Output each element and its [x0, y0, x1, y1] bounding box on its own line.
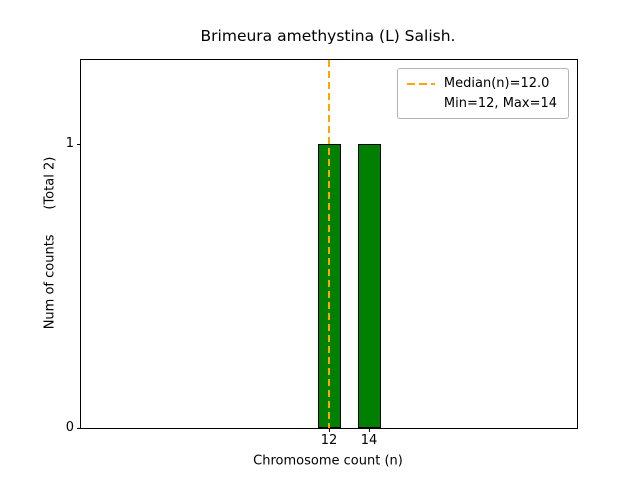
y-tick-1 — [77, 144, 81, 146]
median-line — [328, 60, 330, 428]
x-tick-label-14: 14 — [360, 433, 378, 448]
legend-row-median: Median(n)=12.0 — [406, 76, 557, 91]
legend-row-minmax: Min=12, Max=14 — [407, 96, 557, 111]
legend-label-median: Median(n)=12.0 — [443, 76, 550, 91]
median-dashed-line-sample — [406, 82, 435, 85]
x-axis-label: Chromosome count (n) — [253, 453, 403, 469]
legend-label-minmax: Min=12, Max=14 — [443, 96, 557, 111]
x-tick-12 — [329, 428, 330, 432]
y-tick-label-1: 1 — [65, 135, 74, 151]
legend: Median(n)=12.0 Min=12, Max=14 — [396, 68, 569, 119]
bar-14 — [357, 144, 381, 428]
plot-area: Median(n)=12.0 Min=12, Max=14 12 14 0 1 — [66, 59, 578, 448]
y-tick-label-0: 0 — [65, 419, 74, 435]
x-tick-label-12: 12 — [320, 433, 338, 448]
x-tick-14 — [369, 428, 370, 432]
y-axis-label: Num of counts (Total 2) — [42, 156, 58, 330]
legend-spacer — [407, 103, 435, 105]
y-tick-0 — [77, 428, 81, 429]
chart-title: Brimeura amethystina (L) Salish. — [200, 27, 456, 45]
